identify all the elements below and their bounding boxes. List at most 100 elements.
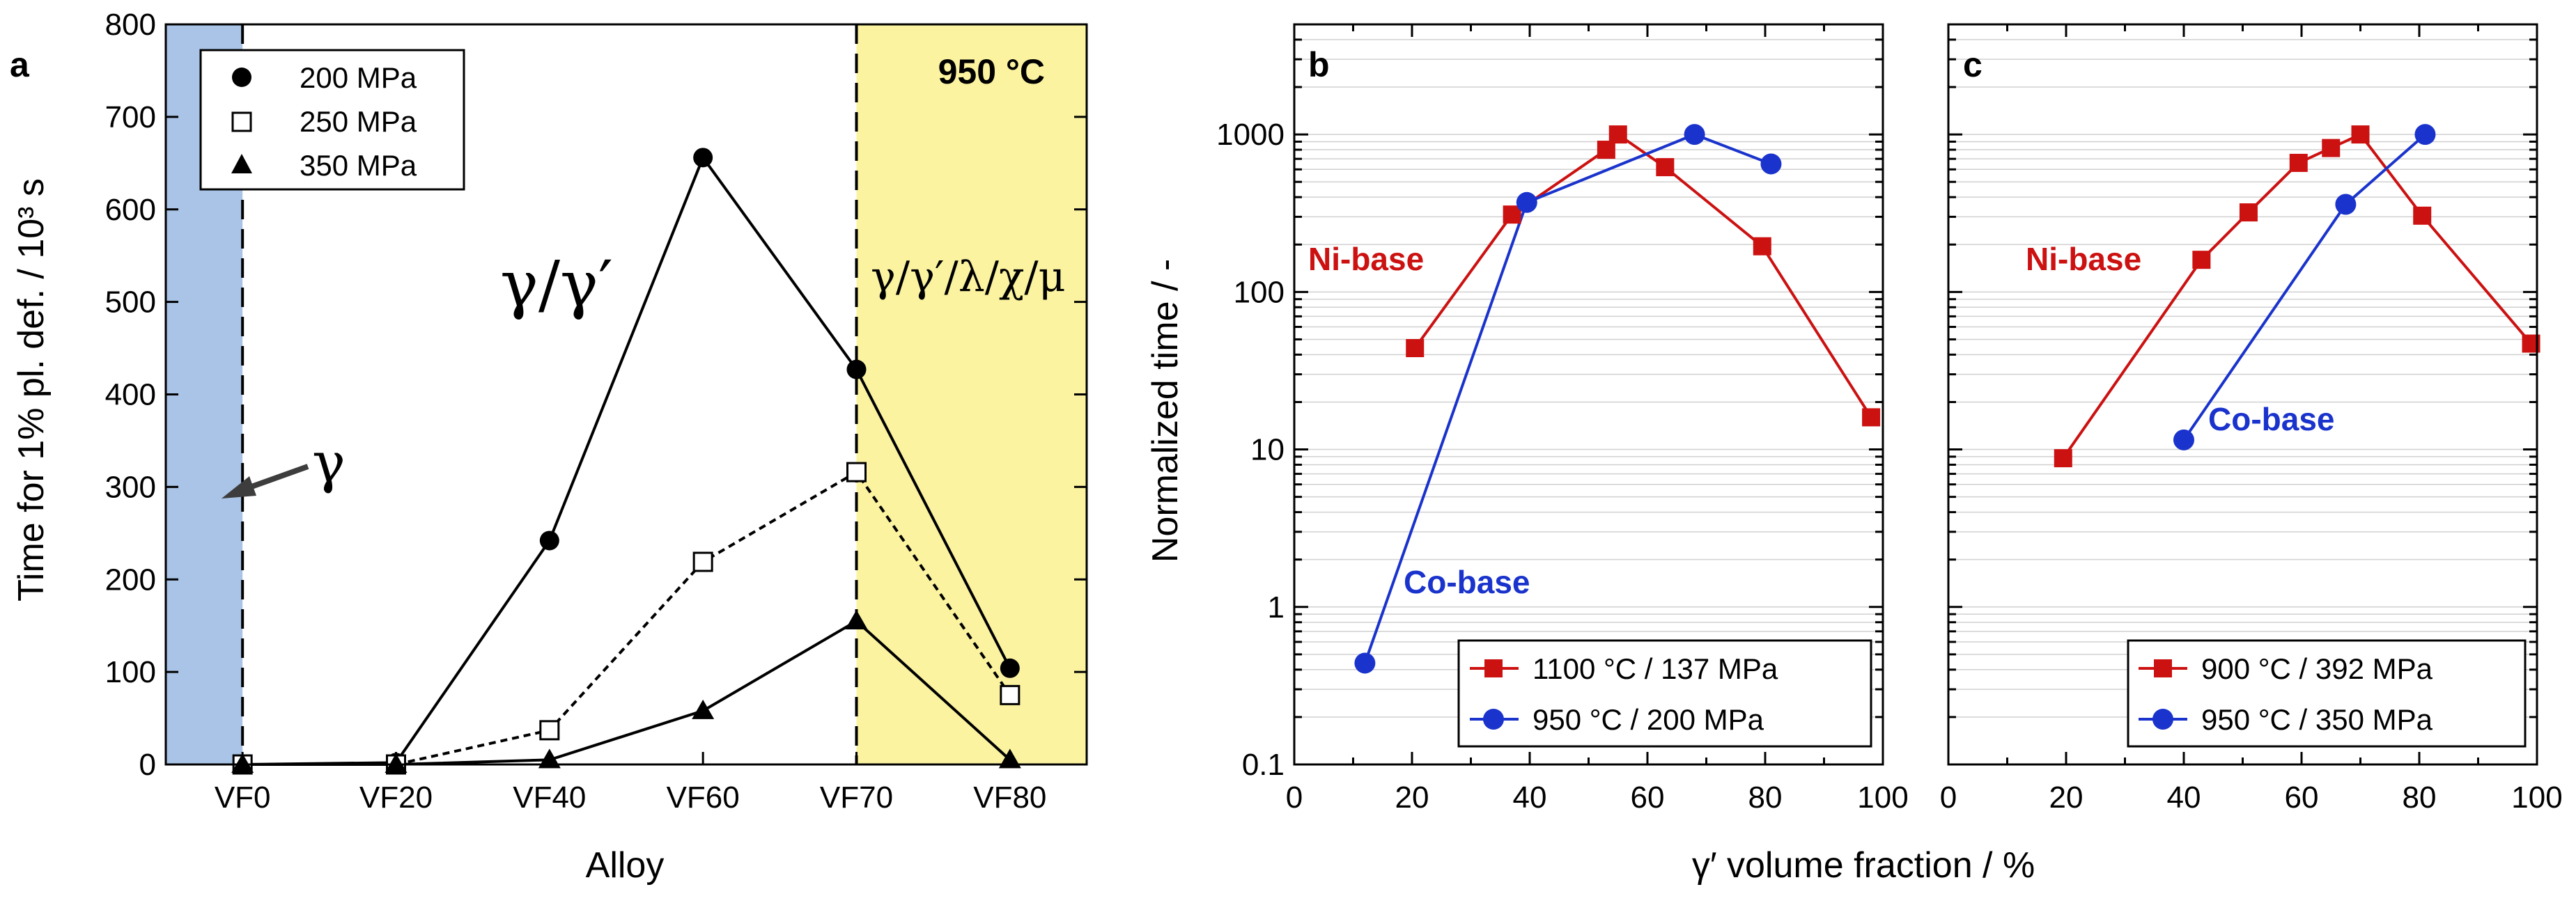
a-xtick-label: VF0	[215, 780, 271, 815]
legend-350-mpa: 350 MPa	[300, 149, 417, 182]
legend-950c-350: 950 °C / 350 MPa	[2201, 703, 2433, 736]
xtick-label: 80	[2403, 780, 2437, 815]
panel-b-legend: 1100 °C / 137 MPa 950 °C / 200 MPa	[1457, 639, 1872, 748]
xtick-label: 60	[1631, 780, 1665, 815]
gamma-label: γ	[312, 430, 346, 495]
ytick-label: 0.1	[1242, 748, 1285, 782]
a-ytick-label: 400	[105, 378, 156, 412]
xtick-label: 20	[1395, 780, 1429, 815]
point-co-base	[1760, 153, 1782, 175]
a-ytick-label: 500	[105, 285, 156, 320]
point-ni-base	[1597, 141, 1615, 159]
panel-a: 0 100 200 300 400 500 600 700 800 VF0 VF20 VF40 VF60…	[10, 8, 1088, 886]
panel-c-series	[2054, 124, 2540, 468]
panel-a-frame	[164, 23, 1088, 766]
point-ni-base	[1503, 205, 1521, 224]
xtick-label: 60	[2285, 780, 2319, 815]
point-co-base	[1354, 652, 1376, 674]
a-ytick-label: 800	[105, 8, 156, 42]
panel-c: 0 20 40 60 80 100 c Ni-base Co-base 900 °C / …	[1940, 23, 2563, 815]
panel-c-ni-label: Ni-base	[2026, 241, 2141, 277]
legend-200-mpa: 200 MPa	[300, 61, 417, 94]
point-ni-base	[2289, 153, 2308, 172]
a-ytick-label: 200	[105, 563, 156, 597]
point-co-base	[1516, 191, 1537, 213]
gamma-arrow	[222, 464, 309, 498]
a-xtick-label: VF70	[820, 780, 893, 815]
point-ni-base	[2413, 206, 2432, 225]
point-ni-base	[1753, 237, 1771, 256]
series-line	[1413, 132, 1872, 418]
point-co-base	[2173, 429, 2194, 450]
a-ytick-label: 100	[105, 655, 156, 689]
multiphase-label: γ/γ′/λ/χ/μ	[871, 253, 1066, 301]
a-point-250-mpa	[846, 462, 867, 482]
xtick-label: 20	[2049, 780, 2084, 815]
a-ytick-label: 0	[139, 748, 156, 782]
a-xtick-label: VF40	[513, 780, 586, 815]
panel-b-letter: b	[1308, 45, 1330, 84]
xtick-label: 0	[1286, 780, 1303, 815]
point-ni-base	[1406, 338, 1425, 357]
point-co-base	[1684, 124, 1705, 146]
a-xtick-label: VF60	[667, 780, 740, 815]
a-point-200-mpa	[693, 148, 713, 168]
ytick-label: 10	[1250, 433, 1285, 467]
point-ni-base	[2351, 125, 2370, 144]
series-line	[2182, 133, 2426, 441]
ytick-label: 1	[1268, 590, 1285, 625]
a-point-350-mpa	[538, 748, 561, 769]
panel-b-ni-label: Ni-base	[1308, 241, 1424, 277]
ytick-label: 1000	[1216, 118, 1285, 152]
xtick-label: 0	[1940, 780, 1957, 815]
a-point-250-mpa	[692, 551, 713, 572]
point-ni-base	[1608, 125, 1627, 144]
a-point-250-mpa	[539, 720, 560, 741]
legend-900c: 900 °C / 392 MPa	[2201, 652, 2433, 685]
panel-b-ylabel: Normalized time / -	[1145, 259, 1186, 563]
a-ytick-label: 700	[105, 100, 156, 134]
a-point-350-mpa	[845, 610, 868, 630]
panel-a-ylabel: Time for 1% pl. def. / 10³ s	[11, 178, 52, 602]
a-point-350-mpa	[385, 753, 408, 773]
multiphase-region	[856, 24, 1087, 764]
a-point-350-mpa	[692, 699, 715, 719]
a-point-350-mpa	[998, 748, 1021, 769]
a-point-200-mpa	[539, 531, 559, 551]
panel-b: 0.1 1 10 100 1000 0 20 40 60 80 100 b Normalized t…	[1145, 23, 1909, 815]
point-co-base	[2335, 194, 2357, 215]
a-ytick-label: 300	[105, 470, 156, 504]
series-line	[1363, 132, 1772, 664]
xtick-label: 80	[1748, 780, 1783, 815]
panel-c-co-label: Co-base	[2208, 401, 2334, 437]
panel-c-legend: 900 °C / 392 MPa 950 °C / 350 MPa	[2127, 639, 2527, 748]
point-ni-base	[2239, 203, 2258, 222]
panel-b-frame	[1293, 23, 1884, 766]
panel-c-letter: c	[1963, 45, 1983, 84]
a-ytick-label: 600	[105, 193, 156, 227]
a-point-250-mpa	[1000, 684, 1021, 705]
a-series-line	[242, 470, 1011, 766]
panel-a-series	[231, 148, 1021, 775]
point-ni-base	[2054, 449, 2072, 468]
point-co-base	[2414, 124, 2436, 146]
point-ni-base	[1656, 158, 1675, 177]
a-xtick-label: VF20	[359, 780, 433, 815]
panel-a-letter: a	[10, 45, 30, 84]
gamma-gamma-prime-label: γ/γ′	[500, 247, 613, 322]
ytick-label: 100	[1234, 275, 1285, 309]
panel-a-xlabel: Alloy	[586, 845, 665, 886]
xtick-label: 40	[1513, 780, 1547, 815]
legend-250-mpa: 250 MPa	[300, 105, 417, 138]
a-point-200-mpa	[846, 359, 867, 379]
xtick-label: 100	[1857, 780, 1908, 815]
panel-b-co-label: Co-base	[1404, 564, 1530, 600]
xtick-label: 100	[2511, 780, 2562, 815]
legend-950c-200: 950 °C / 200 MPa	[1533, 703, 1764, 736]
panel-b-series	[1354, 124, 1881, 674]
shared-xlabel: γ′ volume fraction / %	[1692, 845, 2035, 886]
point-ni-base	[2322, 139, 2341, 157]
panel-a-legend: 200 MPa 250 MPa 350 MPa	[199, 49, 465, 191]
panel-c-ticks: 0 20 40 60 80 100	[1940, 23, 2563, 815]
